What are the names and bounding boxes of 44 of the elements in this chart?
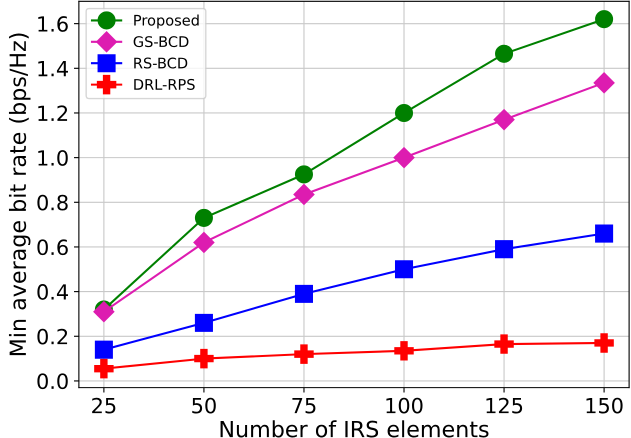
point xyxy=(293,184,314,205)
x-axis-title: Number of IRS elements xyxy=(220,420,488,438)
point xyxy=(193,232,214,253)
y-tick-label: 0.0 xyxy=(37,373,68,390)
y-tick-label: 1.6 xyxy=(38,16,68,32)
point xyxy=(393,147,415,168)
y-tick-label: 0.2 xyxy=(37,328,68,344)
x-tick-label: 125 xyxy=(486,398,522,414)
point xyxy=(594,333,614,353)
point xyxy=(294,165,313,184)
x-tick-label: 50 xyxy=(192,398,216,414)
point xyxy=(94,358,114,378)
point xyxy=(494,109,515,130)
point xyxy=(495,44,514,63)
point xyxy=(93,301,114,322)
x-tick-label: 100 xyxy=(386,398,423,414)
y-tick-label: 1.2 xyxy=(38,105,68,121)
legend-label: DRL-RPS xyxy=(134,78,195,90)
point xyxy=(94,340,113,359)
point xyxy=(294,344,314,364)
x-tick-label: 150 xyxy=(586,398,623,414)
point xyxy=(394,260,414,278)
point xyxy=(495,240,514,258)
point xyxy=(194,314,213,332)
legend-label: Proposed xyxy=(134,14,199,29)
legend-label: RS-BCD xyxy=(134,58,188,69)
x-tick-label: 25 xyxy=(92,398,116,414)
y-tick-label: 1.4 xyxy=(38,61,68,76)
point xyxy=(594,72,615,94)
point xyxy=(595,224,614,243)
x-tick-label: 75 xyxy=(292,398,316,414)
point xyxy=(194,348,214,368)
point xyxy=(394,341,414,361)
point xyxy=(194,208,213,227)
y-axis-title: Min average bit rate (bps/Hz) xyxy=(8,33,30,356)
y-tick-label: 1.0 xyxy=(38,150,68,166)
point xyxy=(294,284,313,303)
y-tick-label: 0.4 xyxy=(37,284,68,300)
point xyxy=(595,10,614,28)
y-tick-label: 0.6 xyxy=(37,239,68,256)
y-tick-label: 0.8 xyxy=(37,194,68,210)
point xyxy=(394,104,414,122)
legend-label: GS-BCD xyxy=(134,36,188,48)
point xyxy=(494,334,514,354)
